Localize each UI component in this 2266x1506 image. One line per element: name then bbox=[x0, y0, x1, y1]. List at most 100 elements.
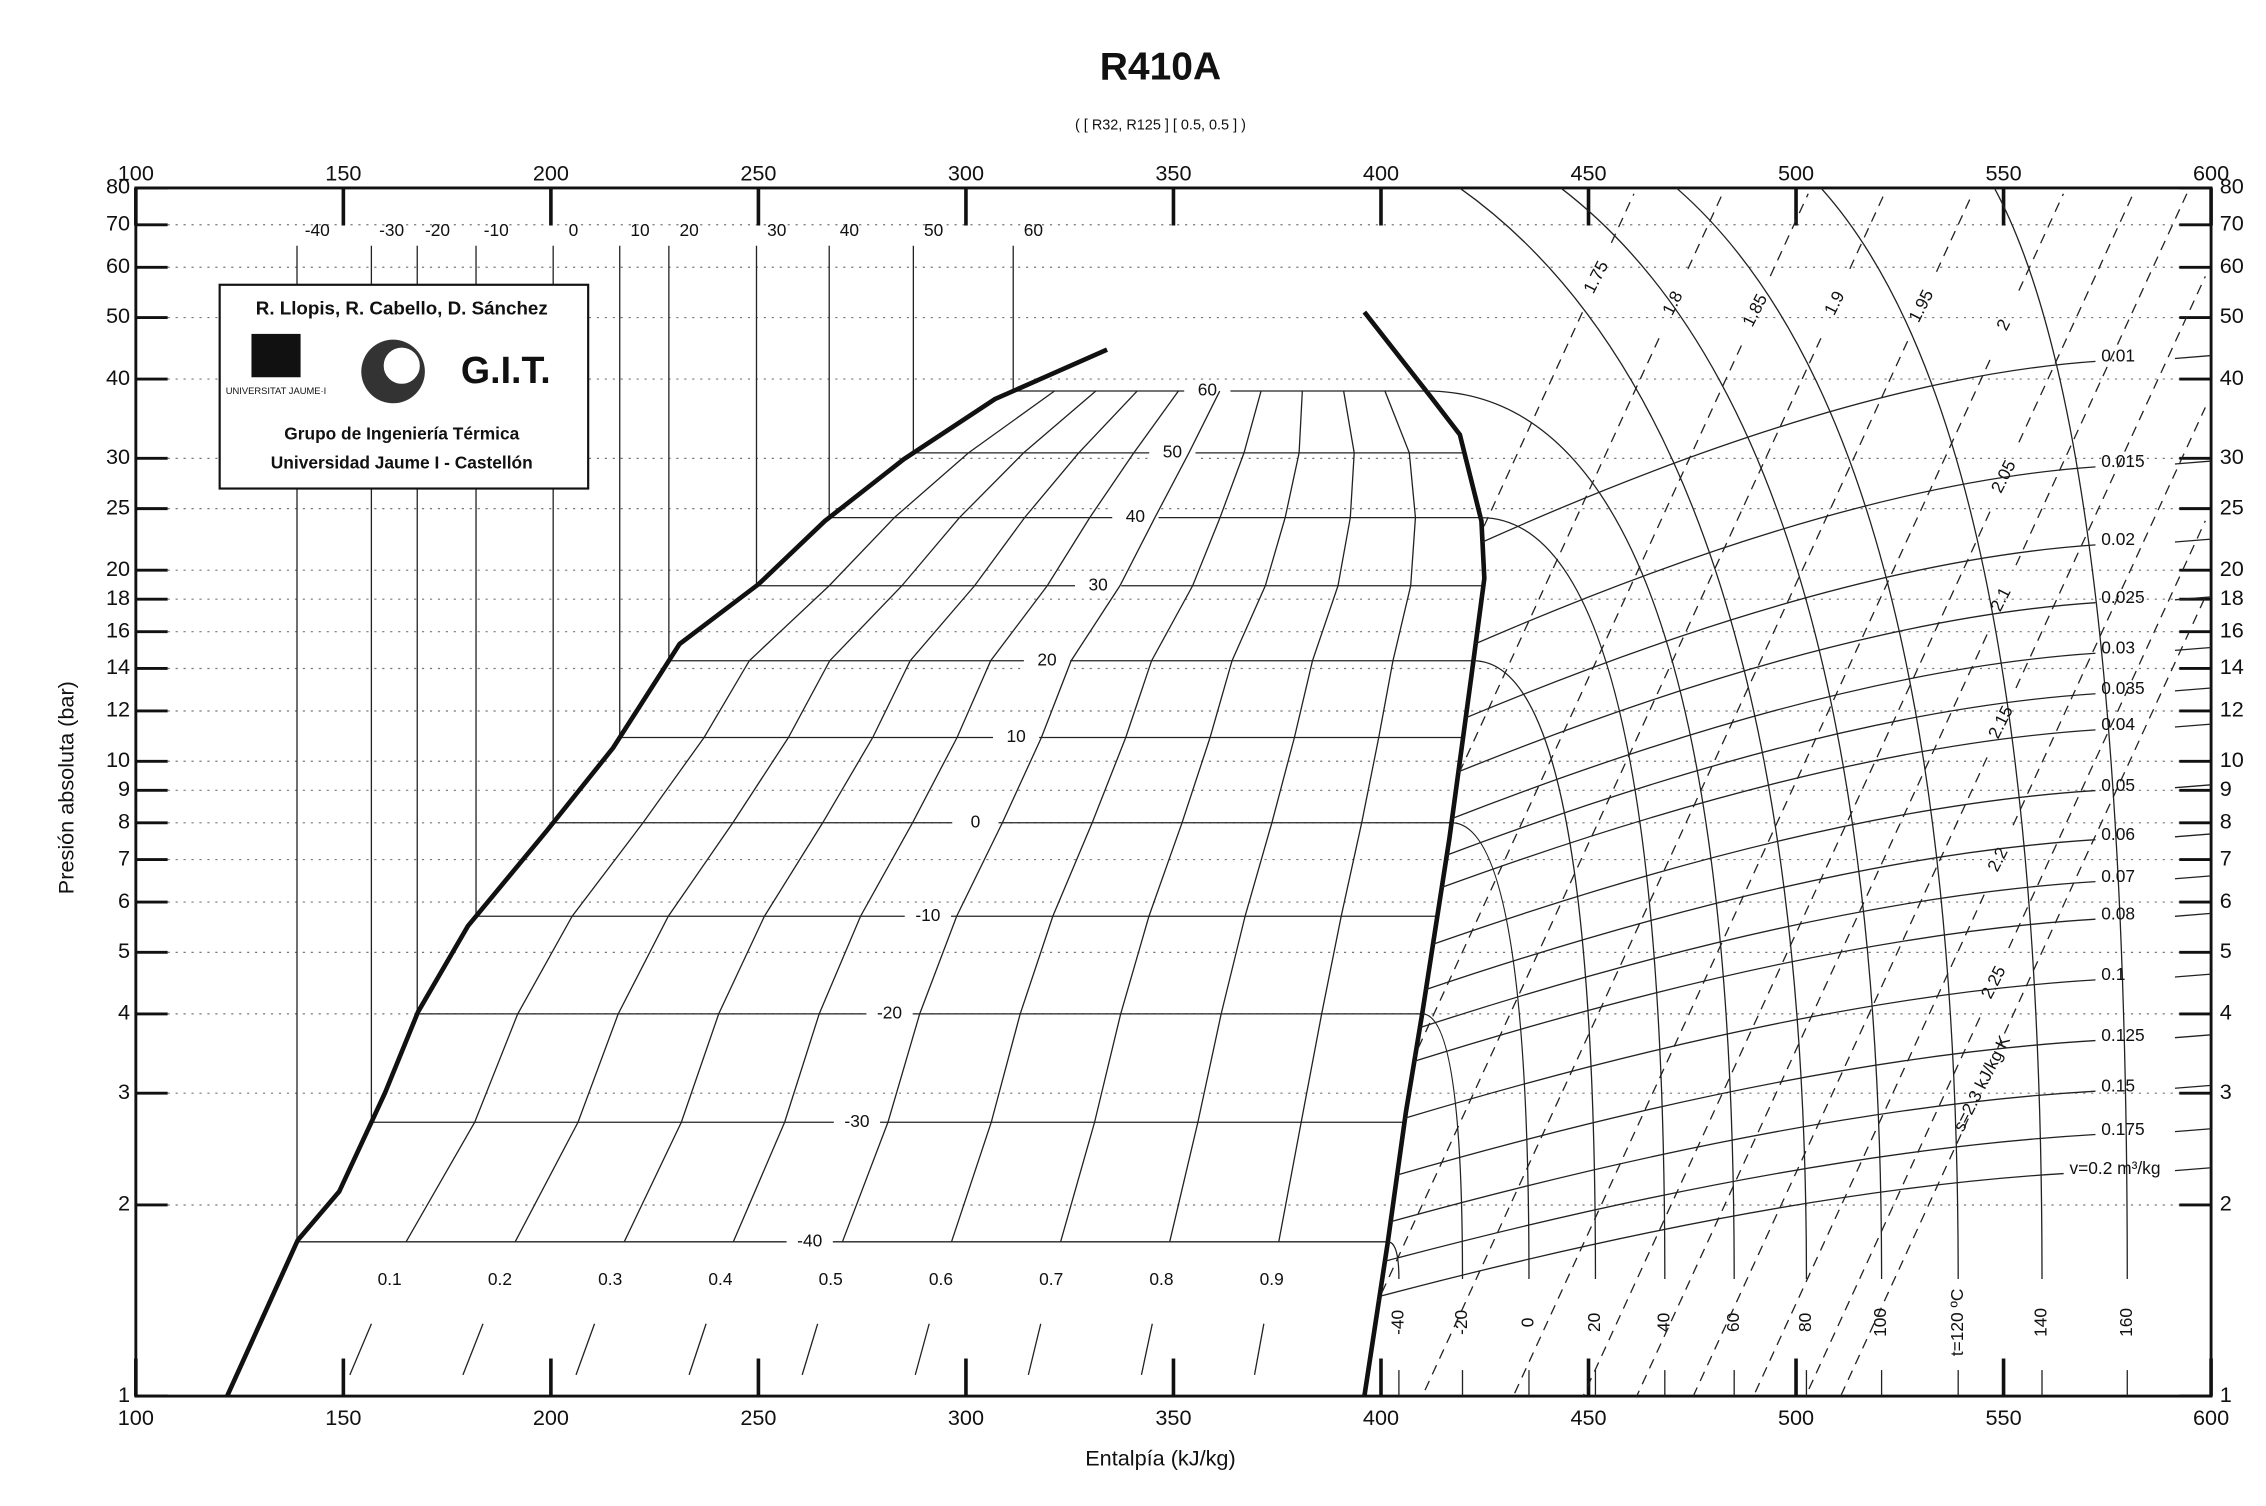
quality-line bbox=[732, 390, 1179, 1243]
isochore-label: 0.015 bbox=[2101, 451, 2144, 471]
superheat-isotherm bbox=[1473, 660, 1597, 1280]
y-tick-label: 6 bbox=[118, 888, 130, 913]
y-tick-label: 25 bbox=[2220, 494, 2244, 519]
isentrope-label: 1.8 bbox=[1658, 288, 1687, 319]
y-tick-label: 9 bbox=[2220, 776, 2232, 801]
isentrope bbox=[1413, 345, 1743, 1057]
superheat-isotherm bbox=[1459, 187, 1808, 1280]
y-tick-label: 50 bbox=[106, 303, 130, 328]
isentrope bbox=[1769, 193, 1809, 277]
isochore-label: 0.04 bbox=[2101, 714, 2135, 734]
isochore bbox=[2174, 973, 2212, 978]
isochore bbox=[1396, 1039, 2096, 1176]
isochore bbox=[1390, 1090, 2096, 1223]
isochore bbox=[1404, 979, 2096, 1119]
x-tick-label: 350 bbox=[1155, 1405, 1191, 1430]
y-tick-label: 5 bbox=[118, 938, 130, 963]
group-short: G.I.T. bbox=[461, 349, 551, 391]
isotherm-label: -30 bbox=[844, 1111, 869, 1131]
x-tick-label: 100 bbox=[118, 161, 154, 186]
y-tick-label: 25 bbox=[106, 494, 130, 519]
isochore bbox=[1451, 652, 2096, 820]
x-tick-label: 150 bbox=[325, 161, 361, 186]
quality-line bbox=[623, 390, 1138, 1243]
isochore bbox=[2174, 354, 2212, 360]
isotherm-label: 40 bbox=[840, 220, 859, 240]
x-tick-label: 500 bbox=[1778, 161, 1814, 186]
isentrope-label: 2 bbox=[1992, 316, 2014, 334]
quality-label: 0.6 bbox=[929, 1269, 953, 1289]
isochore bbox=[2174, 687, 2212, 692]
y-tick-label: 70 bbox=[2220, 210, 2244, 235]
quality-line bbox=[1027, 1323, 1042, 1376]
isochore bbox=[1432, 789, 2096, 945]
isotherm-label: 60 bbox=[1198, 380, 1217, 400]
quality-line bbox=[514, 390, 1097, 1243]
x-tick-label: 400 bbox=[1363, 161, 1399, 186]
superheat-label: -40 bbox=[1387, 1310, 1407, 1335]
isochore-label: 0.01 bbox=[2101, 346, 2135, 366]
logo-box: R. Llopis, R. Cabello, D. Sánchez UNIVER… bbox=[218, 283, 590, 490]
group-name: Grupo de Ingeniería Térmica bbox=[284, 424, 519, 444]
label-bg bbox=[786, 1231, 833, 1252]
x-tick-label: 600 bbox=[2193, 161, 2229, 186]
label-bg bbox=[992, 727, 1040, 748]
quality-label: 0.5 bbox=[819, 1269, 843, 1289]
chart-subtitle: ( [ R32, R125 ] [ 0.5, 0.5 ] ) bbox=[1075, 118, 1246, 134]
x-tick-label: 150 bbox=[325, 1405, 361, 1430]
y-tick-label: 14 bbox=[106, 654, 130, 679]
quality-line bbox=[801, 1323, 819, 1376]
y-tick-label: 60 bbox=[2220, 253, 2244, 278]
x-tick-label: 550 bbox=[1985, 1405, 2021, 1430]
y-tick-label: 3 bbox=[2220, 1079, 2232, 1104]
isotherm-label: 0 bbox=[569, 220, 579, 240]
superheat-isotherm bbox=[1422, 1013, 1464, 1280]
y-tick-label: 12 bbox=[106, 697, 130, 722]
x-tick-label: 450 bbox=[1570, 1405, 1606, 1430]
superheat-label: 60 bbox=[1723, 1313, 1743, 1332]
isotherm-label: -20 bbox=[877, 1002, 902, 1022]
isochore bbox=[2174, 1084, 2212, 1089]
isochore bbox=[1379, 1172, 2064, 1298]
chart-title: R410A bbox=[1100, 46, 1221, 89]
label-bg bbox=[833, 1112, 881, 1133]
isentrope bbox=[1610, 193, 1635, 244]
saturation-line bbox=[225, 347, 1108, 1398]
authors: R. Llopis, R. Cabello, D. Sánchez bbox=[256, 297, 548, 318]
isotherm-label: 0 bbox=[971, 811, 981, 831]
isotherm-label: -20 bbox=[425, 220, 450, 240]
university-name: UNIVERSITAT JAUME·I bbox=[226, 385, 327, 396]
isochore bbox=[2174, 1034, 2212, 1039]
y-tick-label: 16 bbox=[106, 617, 130, 642]
label-bg bbox=[1023, 650, 1071, 671]
x-tick-label: 200 bbox=[533, 161, 569, 186]
quality-line bbox=[462, 1323, 484, 1376]
y-tick-label: 1 bbox=[2220, 1382, 2232, 1407]
y-tick-label: 50 bbox=[2220, 303, 2244, 328]
label-bg bbox=[952, 812, 999, 833]
superheat-isotherm bbox=[1820, 187, 2043, 1280]
isentrope bbox=[1635, 634, 1988, 1398]
isentrope bbox=[2015, 193, 2188, 566]
y-tick-label: 3 bbox=[118, 1079, 130, 1104]
y-tick-label: 5 bbox=[2220, 938, 2232, 963]
quality-line bbox=[1059, 390, 1303, 1242]
y-tick-label: 80 bbox=[2220, 174, 2244, 199]
isentrope-label: 1.75 bbox=[1579, 257, 1612, 296]
label-bg bbox=[1149, 442, 1196, 464]
quality-line bbox=[575, 1323, 596, 1376]
isentrope bbox=[1480, 311, 1584, 533]
isochore bbox=[1414, 918, 2096, 1062]
y-tick-label: 16 bbox=[2220, 617, 2244, 642]
isentrope bbox=[2018, 193, 2134, 443]
y-tick-label: 10 bbox=[106, 747, 130, 772]
quality-line bbox=[1140, 1323, 1153, 1376]
quality-line bbox=[914, 1323, 930, 1376]
isotherm-label: 20 bbox=[1037, 649, 1056, 669]
plot-frame bbox=[134, 186, 2213, 1398]
x-tick-label: 500 bbox=[1778, 1405, 1814, 1430]
isochore bbox=[1419, 880, 2096, 1029]
isentrope-label: 1.9 bbox=[1820, 288, 1849, 319]
